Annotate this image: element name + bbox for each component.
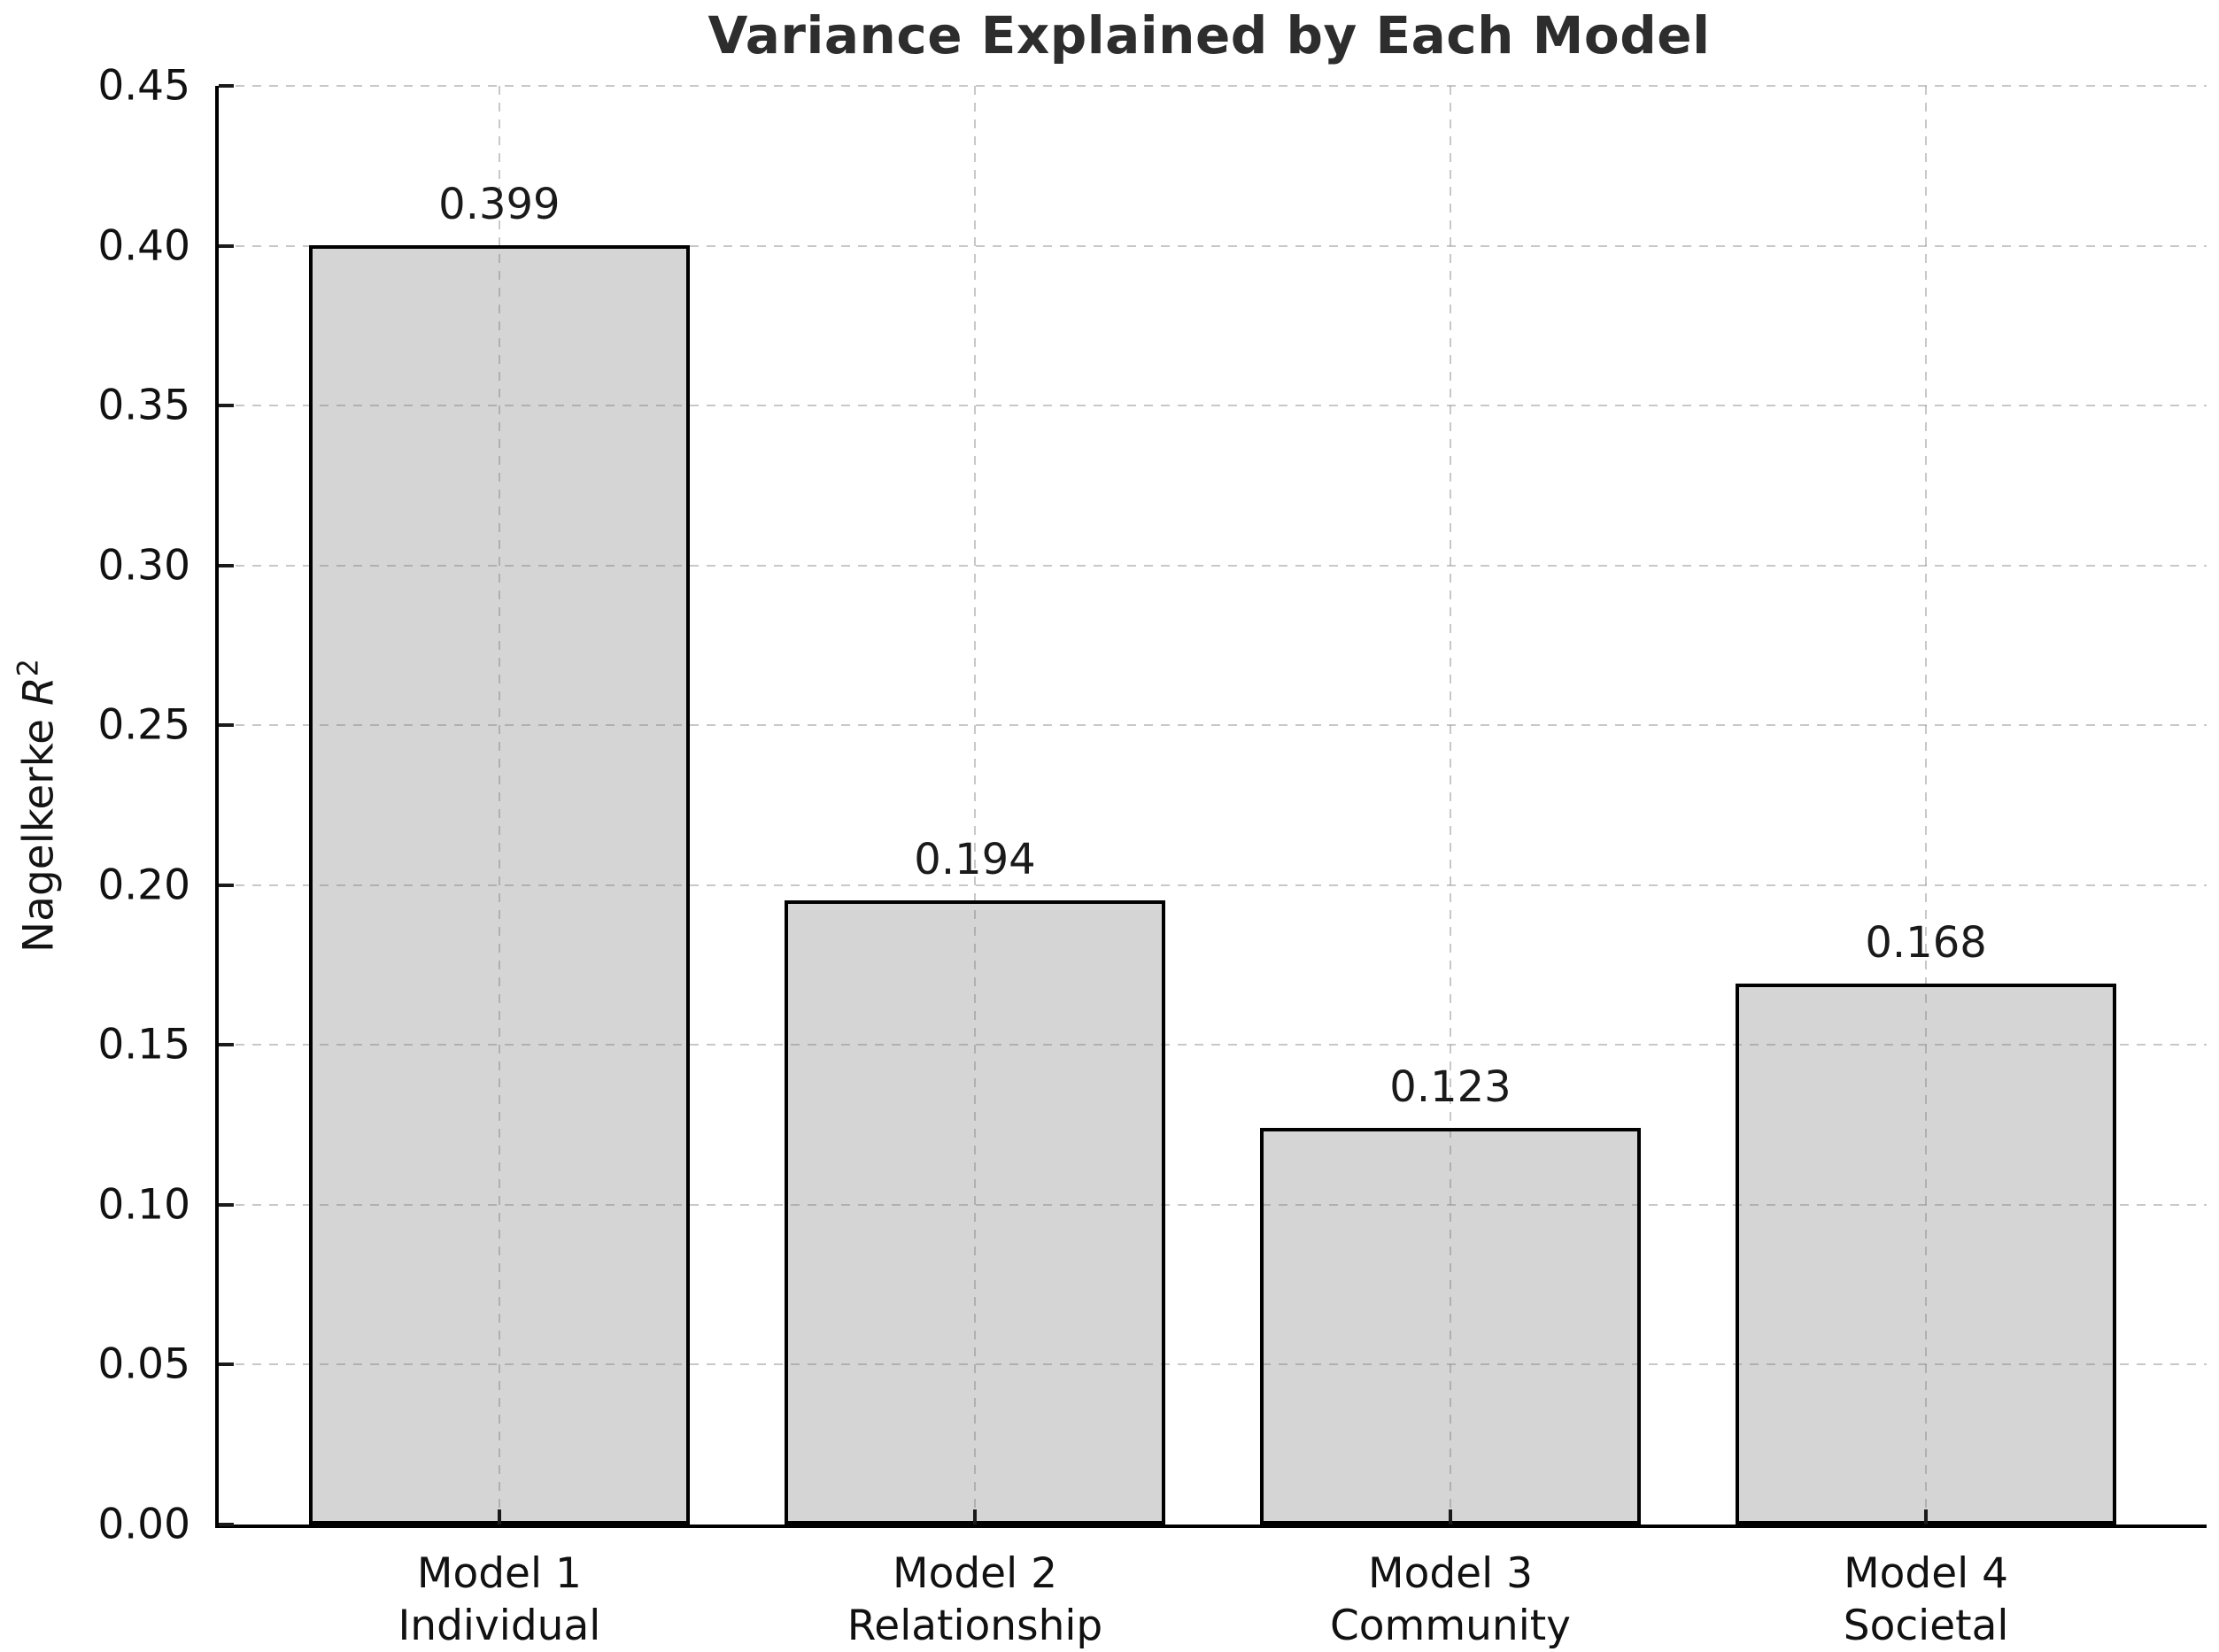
bar-model-4-edge	[1736, 984, 2117, 1525]
y-gridline	[219, 1363, 2207, 1366]
x-tick-label-model-1: Model 1 Individual	[398, 1548, 600, 1652]
y-gridline	[219, 405, 2207, 407]
y-axis-label-variable: R	[14, 676, 64, 706]
x-tick-label-model-2: Model 2 Relationship	[847, 1548, 1103, 1652]
y-tick-mark	[219, 1202, 234, 1207]
x-tick-label-line1: Model 4	[1844, 1549, 2009, 1598]
y-tick-label: 0.25	[97, 700, 190, 750]
y-gridline	[219, 1044, 2207, 1046]
bar-model-1	[308, 249, 690, 1525]
x-tick-mark	[973, 1509, 977, 1525]
bar-value-label: 0.168	[1865, 918, 1987, 968]
y-tick-label: 0.40	[97, 221, 190, 271]
bar-model-2	[785, 904, 1165, 1525]
y-gridline	[219, 884, 2207, 886]
bar-model-3	[1260, 1131, 1641, 1525]
x-tick-label-line1: Model 3	[1368, 1549, 1533, 1598]
bar-value-label: 0.194	[914, 835, 1036, 884]
x-tick-mark	[1449, 1509, 1452, 1525]
x-gridline	[1450, 86, 1451, 1525]
chart-title: Variance Explained by Each Model	[707, 5, 1711, 66]
y-axis-label: Nagelkerke R2	[12, 659, 64, 953]
x-tick-mark	[497, 1509, 501, 1525]
y-tick-label: 0.15	[97, 1020, 190, 1069]
y-gridline	[219, 85, 2207, 87]
y-tick-label: 0.10	[97, 1180, 190, 1230]
bar-model-1-edge	[308, 245, 690, 1525]
y-gridline	[219, 1203, 2207, 1206]
y-tick-mark	[219, 1523, 234, 1526]
bar-model-4	[1736, 987, 2117, 1525]
x-tick-label-line1: Model 2	[893, 1549, 1057, 1598]
y-tick-label: 0.35	[97, 381, 190, 430]
x-tick-label-line2: Individual	[398, 1602, 601, 1651]
x-tick-label-line2: Community	[1329, 1602, 1572, 1651]
y-tick-label: 0.45	[97, 61, 190, 111]
x-gridline	[498, 86, 500, 1525]
plot-area: 0.00 0.05 0.10 0.15 0.20 0.25 0.30 0.35 0.40 0.45…	[97, 66, 2207, 1650]
y-tick-label: 0.05	[97, 1339, 190, 1389]
x-gridline	[974, 86, 976, 1525]
bar-value-label: 0.399	[438, 180, 561, 229]
x-tick-mark	[1924, 1509, 1929, 1525]
x-tick-label-line2: Societal	[1843, 1602, 2009, 1651]
y-tick-mark	[219, 883, 234, 887]
x-tick-label-line1: Model 1	[416, 1549, 582, 1598]
x-tick-label-model-3: Model 3 Community	[1330, 1548, 1571, 1652]
y-tick-mark	[219, 723, 234, 728]
x-tick-label-line2: Relationship	[847, 1602, 1103, 1651]
y-tick-mark	[219, 243, 234, 248]
y-tick-mark	[219, 1363, 234, 1367]
y-tick-label: 0.20	[97, 861, 190, 910]
bar-model-3-edge	[1260, 1128, 1641, 1525]
x-gridline	[1925, 86, 1928, 1525]
y-tick-mark	[219, 404, 234, 408]
bar-model-2-edge	[785, 900, 1165, 1525]
y-tick-mark	[219, 563, 234, 567]
y-gridline	[219, 564, 2207, 567]
y-gridline	[219, 724, 2207, 727]
y-tick-mark	[219, 84, 234, 88]
y-tick-mark	[219, 1043, 234, 1047]
x-tick-label-model-4: Model 4 Societal	[1844, 1548, 2009, 1652]
y-gridline	[219, 244, 2207, 247]
bar-value-label: 0.123	[1389, 1062, 1512, 1112]
y-axis-label-exponent: 2	[11, 659, 45, 677]
y-tick-label: 0.00	[97, 1500, 190, 1549]
y-tick-label: 0.30	[97, 541, 190, 591]
